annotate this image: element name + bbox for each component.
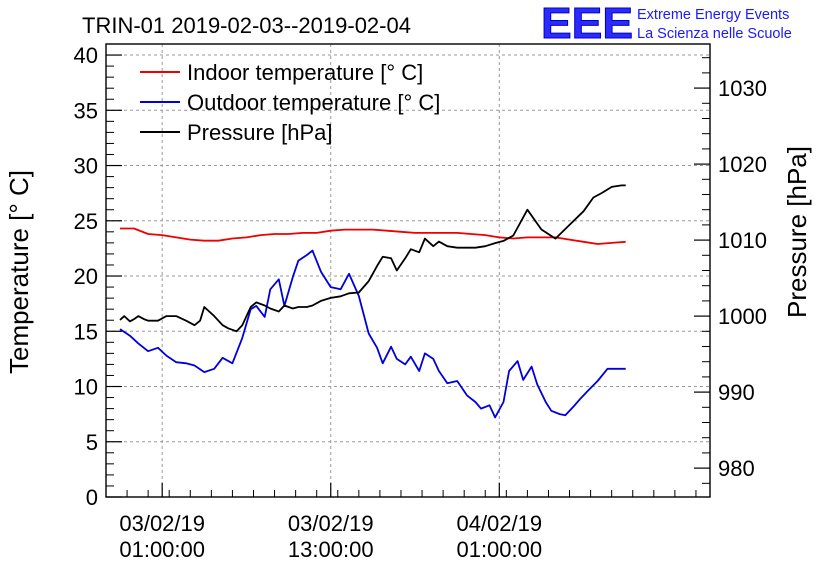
y-left-tick-label: 30 — [74, 154, 98, 179]
y-axis-right-label: Pressure [hPa] — [782, 146, 812, 318]
y-left-tick-label: 0 — [86, 485, 98, 510]
y-left-tick-label: 25 — [74, 209, 98, 234]
x-tick-time-label: 01:00:00 — [119, 537, 205, 562]
legend-label-1: Outdoor temperature [° C] — [187, 90, 440, 115]
y-right-tick-label: 1020 — [718, 152, 767, 177]
x-tick-date-label: 04/02/19 — [456, 511, 542, 536]
series-line-0 — [120, 227, 626, 245]
eee-logo-line1: Extreme Energy Events — [637, 7, 789, 23]
eee-logo-line2: La Scienza nelle Scuole — [637, 26, 792, 42]
x-tick-date-label: 03/02/19 — [288, 511, 374, 536]
x-tick-time-label: 13:00:00 — [288, 537, 374, 562]
y-left-tick-label: 15 — [74, 319, 98, 344]
axes: 0 5 10 15 20 25 30 35 40 980 990 1000 1010 1020 1030 03… — [74, 43, 767, 562]
y-right-tick-label: 980 — [718, 456, 755, 481]
legend: Indoor temperature [° C] Outdoor temperat… — [140, 60, 440, 145]
y-left-tick-label: 10 — [74, 375, 98, 400]
legend-label-2: Pressure [hPa] — [187, 120, 333, 145]
y-right-tick-label: 1030 — [718, 76, 767, 101]
legend-label-0: Indoor temperature [° C] — [187, 60, 423, 85]
x-tick-date-label: 03/02/19 — [119, 511, 205, 536]
eee-logo: EEE Extreme Energy Events La Scienza nel… — [541, 0, 792, 49]
series-line-2 — [119, 184, 626, 333]
y-left-tick-label: 40 — [74, 43, 98, 68]
y-left-tick-label: 20 — [74, 264, 98, 289]
series-layer — [119, 184, 626, 419]
y-right-tick-label: 990 — [718, 380, 755, 405]
eee-logo-mark: EEE — [541, 0, 633, 48]
y-right-tick-label: 1000 — [718, 304, 767, 329]
y-left-tick-label: 5 — [86, 430, 98, 455]
y-axis-left-label: Temperature [° C] — [4, 170, 34, 374]
y-left-tick-label: 35 — [74, 98, 98, 123]
x-tick-time-label: 01:00:00 — [456, 537, 542, 562]
series-line-1 — [119, 249, 626, 419]
chart-title: TRIN-01 2019-02-03--2019-02-04 — [82, 13, 411, 38]
y-right-tick-label: 1010 — [718, 228, 767, 253]
